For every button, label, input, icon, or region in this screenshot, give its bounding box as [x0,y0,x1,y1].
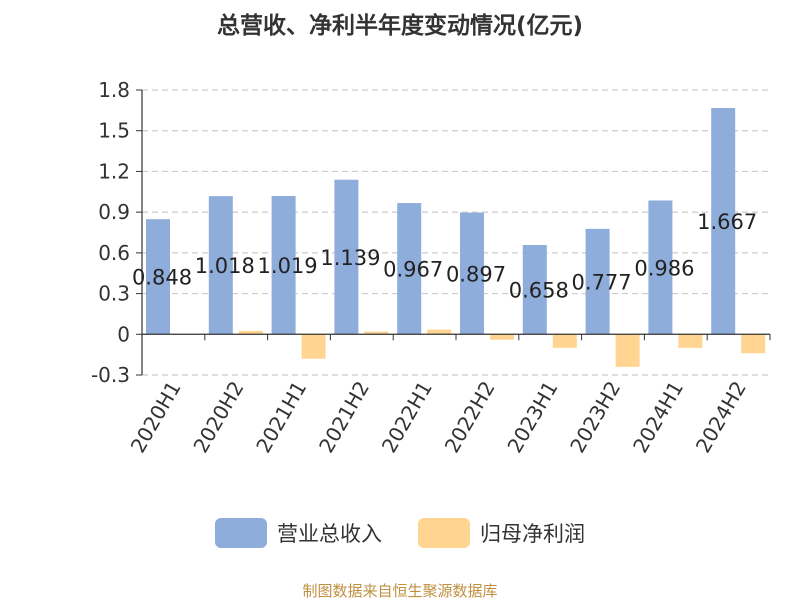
y-tick-label: 1.5 [98,119,130,143]
x-tick-label: 2024H2 [691,377,751,457]
bar-revenue [585,228,610,335]
bar-revenue [711,108,736,335]
bar-revenue [522,244,547,335]
bar-net-profit [490,334,514,340]
data-label-revenue: 1.019 [258,254,318,278]
x-tick-label: 2022H1 [377,377,437,457]
bar-net-profit [741,334,766,354]
legend-label-net-profit: 归母净利润 [480,522,585,546]
y-tick-label: 1.8 [98,78,130,102]
source-note: 制图数据来自恒生聚源数据库 [302,582,498,600]
axes [141,90,771,375]
x-axis-tick-labels: 2020H1 2020H2 2021H1 2021H2 2022H1 2022H2 2023… [126,377,751,457]
x-tick-label: 2020H1 [126,377,186,457]
data-label-revenue: 1.667 [697,210,757,234]
bar-revenue [146,219,170,335]
data-label-revenue: 0.986 [634,256,694,280]
y-tick-label: 0.9 [98,200,130,224]
y-tick-label: 0.6 [98,241,130,265]
x-tick-label: 2021H1 [251,377,311,457]
bar-revenue [271,195,296,335]
bar-net-profit [238,330,263,335]
data-label-revenue: 1.139 [320,246,380,270]
bar-revenue [208,196,233,335]
legend-swatch-net-profit [418,518,470,548]
data-label-revenue: 0.848 [132,266,192,290]
y-tick-label: 0 [117,322,130,346]
grid-lines [136,89,770,376]
legend-item-net-profit[interactable]: 归母净利润 [418,518,585,548]
x-tick-label: 2022H2 [440,377,500,457]
legend-item-revenue[interactable]: 营业总收入 [215,518,382,548]
data-label-revenue: 0.897 [446,262,506,286]
x-tick-label: 2021H2 [314,377,374,457]
x-tick-label: 2024H1 [628,377,688,457]
bars [146,108,766,367]
x-tick-label: 2020H2 [188,377,248,457]
data-label-revenue: 0.658 [509,279,569,303]
bar-net-profit [364,331,389,335]
legend-swatch-revenue [215,518,267,548]
chart-title: 总营收、净利半年度变动情况(亿元) [216,13,584,39]
data-label-revenue: 0.967 [383,258,443,282]
bar-revenue [460,212,484,335]
legend: 营业总收入 归母净利润 [0,518,800,548]
bar-net-profit [427,329,452,335]
legend-label-revenue: 营业总收入 [277,522,382,546]
x-tick-label: 2023H2 [565,377,625,457]
y-tick-label: 1.2 [98,159,130,183]
bar-net-profit [301,334,326,359]
bar-revenue [397,203,422,335]
x-tick-label: 2023H1 [502,377,562,457]
bar-net-profit [615,334,640,367]
bar-revenue [648,200,673,335]
y-axis-tick-labels: -0.3 0 0.3 0.6 0.9 1.2 1.5 1.8 [91,78,130,387]
data-label-revenue: 0.777 [572,271,632,295]
bar-net-profit [678,334,703,348]
bar-net-profit [552,334,577,348]
y-tick-label: -0.3 [91,363,130,387]
bar-revenue [334,179,359,335]
y-tick-label: 0.3 [98,282,130,306]
data-label-revenue: 1.018 [195,254,255,278]
